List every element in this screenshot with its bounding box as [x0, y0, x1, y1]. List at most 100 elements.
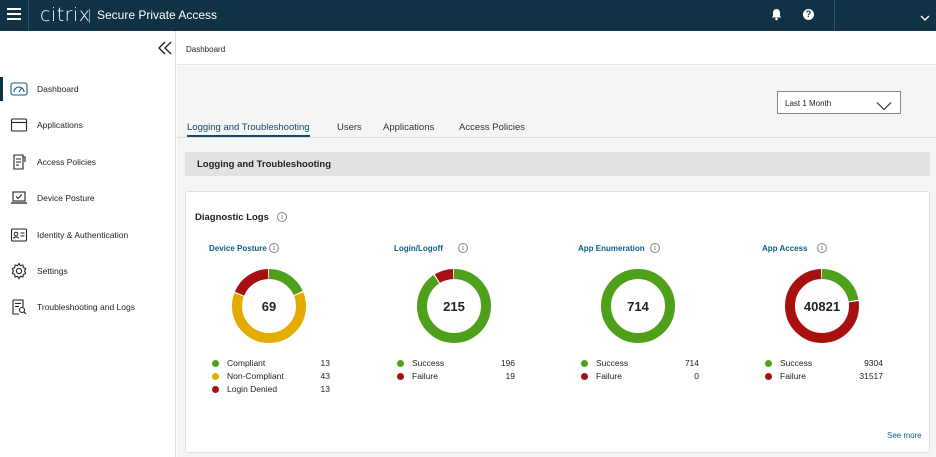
- sidebar-item-settings[interactable]: Settings: [0, 257, 176, 285]
- donut-slice-success[interactable]: [785, 269, 859, 343]
- id-card-icon: [10, 226, 28, 244]
- donut-total: 714: [627, 298, 649, 314]
- legend-value: 9304: [864, 358, 883, 368]
- legend-label: Success: [412, 358, 445, 368]
- legend-label: Failure: [780, 371, 806, 381]
- see-more-link[interactable]: See more: [887, 431, 922, 440]
- tab-users[interactable]: Users: [337, 122, 362, 133]
- chart-title-login-logoff[interactable]: Login/Logoff: [394, 244, 443, 253]
- top-header-bar: citrix Secure Private Access ?: [0, 0, 936, 31]
- legend-label: Failure: [412, 371, 438, 381]
- donut-slice-success[interactable]: [417, 269, 491, 343]
- tabs-divider: [177, 137, 936, 138]
- header-divider: [834, 0, 835, 31]
- chevron-down-icon[interactable]: [920, 9, 930, 27]
- browser-window-icon: [10, 116, 28, 134]
- donut-chart-device-posture: [232, 269, 306, 343]
- tab-logging-troubleshooting[interactable]: Logging and Troubleshooting: [187, 122, 310, 137]
- legend-label: Compliant: [227, 358, 266, 368]
- legend-label: Success: [596, 358, 629, 368]
- sidebar-item-identity-authentication[interactable]: Identity & Authentication: [0, 221, 176, 249]
- legend-value: 196: [500, 358, 515, 368]
- legend-value: 19: [505, 371, 515, 381]
- legend-item: Compliant 13: [212, 358, 342, 370]
- legend-item: Non-Compliant 43: [212, 371, 342, 383]
- legend-swatch: [397, 360, 404, 367]
- donut-total: 40821: [803, 298, 841, 314]
- legend-value: 0: [694, 371, 699, 381]
- chevron-down-icon: [876, 98, 892, 116]
- donut-slice-non-compliant[interactable]: [232, 269, 306, 343]
- donut-slice-compliant[interactable]: [232, 269, 306, 343]
- log-search-icon: [10, 298, 28, 316]
- menu-icon[interactable]: [7, 8, 21, 20]
- donut-slice-failure[interactable]: [785, 269, 859, 343]
- time-range-value: Last 1 Month: [785, 99, 832, 108]
- donut-chart-app-access: [785, 269, 859, 343]
- info-icon[interactable]: i: [458, 243, 468, 253]
- help-icon[interactable]: ?: [803, 9, 814, 20]
- header-divider: [89, 9, 90, 23]
- speedometer-icon: [10, 80, 28, 98]
- donut-chart-login-logoff: [417, 269, 491, 343]
- diagnostic-logs-card: Diagnostic Logs i See more Device Postur…: [185, 191, 930, 453]
- tab-access-policies[interactable]: Access Policies: [459, 122, 525, 133]
- sidebar-item-applications[interactable]: Applications: [0, 111, 176, 139]
- legend-item: Failure 19: [397, 371, 527, 383]
- sidebar-item-troubleshooting-logs[interactable]: Troubleshooting and Logs: [0, 293, 176, 321]
- laptop-check-icon: [10, 189, 28, 207]
- sidebar-item-device-posture[interactable]: Device Posture: [0, 184, 176, 212]
- legend-swatch: [397, 373, 404, 380]
- time-range-select[interactable]: Last 1 Month: [777, 91, 901, 114]
- legend-swatch: [765, 360, 772, 367]
- legend-swatch: [212, 360, 219, 367]
- bell-icon[interactable]: [771, 8, 782, 26]
- legend-item: Success 714: [581, 358, 711, 370]
- info-icon[interactable]: i: [269, 243, 279, 253]
- legend-item: Failure 0: [581, 371, 711, 383]
- sidebar-item-label: Dashboard: [37, 84, 79, 94]
- donut-slice-success[interactable]: [601, 269, 675, 343]
- sidebar-item-label: Identity & Authentication: [37, 230, 129, 240]
- legend-item: Success 9304: [765, 358, 895, 370]
- section-title: Logging and Troubleshooting: [197, 159, 332, 170]
- policy-document-icon: [10, 153, 28, 171]
- legend-label: Success: [780, 358, 813, 368]
- sidebar-item-label: Troubleshooting and Logs: [37, 302, 135, 312]
- legend-swatch: [581, 360, 588, 367]
- sidebar: Dashboard Applications Access Policies D…: [0, 31, 176, 457]
- legend-value: 13: [320, 384, 330, 394]
- legend-swatch: [212, 386, 219, 393]
- section-header: Logging and Troubleshooting: [185, 152, 930, 176]
- info-icon[interactable]: i: [650, 243, 660, 253]
- chart-title-device-posture[interactable]: Device Posture: [209, 244, 267, 253]
- legend-label: Non-Compliant: [227, 371, 284, 381]
- legend-label: Failure: [596, 371, 622, 381]
- legend-swatch: [212, 373, 219, 380]
- breadcrumb-bar: Dashboard: [177, 31, 936, 65]
- donut-total: 215: [443, 298, 465, 314]
- collapse-sidebar-icon[interactable]: [156, 40, 174, 56]
- legend-item: Login Denied 13: [212, 384, 342, 396]
- sidebar-item-dashboard[interactable]: Dashboard: [0, 75, 176, 103]
- card-title: Diagnostic Logs: [195, 212, 269, 223]
- sidebar-item-label: Settings: [37, 266, 68, 276]
- legend-item: Success 196: [397, 358, 527, 370]
- sidebar-item-label: Applications: [37, 120, 83, 130]
- legend-swatch: [581, 373, 588, 380]
- sidebar-item-access-policies[interactable]: Access Policies: [0, 148, 176, 176]
- legend-value: 13: [320, 358, 330, 368]
- sidebar-item-label: Device Posture: [37, 193, 95, 203]
- chart-title-app-access[interactable]: App Access: [762, 244, 808, 253]
- tab-applications[interactable]: Applications: [383, 122, 435, 133]
- legend-value: 43: [320, 371, 330, 381]
- legend-value: 714: [684, 358, 699, 368]
- info-icon[interactable]: i: [817, 243, 827, 253]
- chart-title-app-enumeration[interactable]: App Enumeration: [578, 244, 645, 253]
- info-icon[interactable]: i: [277, 212, 287, 222]
- header-divider: [28, 0, 29, 31]
- breadcrumb[interactable]: Dashboard: [186, 45, 226, 54]
- legend-value: 31517: [859, 371, 883, 381]
- donut-chart-app-enumeration: [601, 269, 675, 343]
- sidebar-item-label: Access Policies: [37, 157, 97, 167]
